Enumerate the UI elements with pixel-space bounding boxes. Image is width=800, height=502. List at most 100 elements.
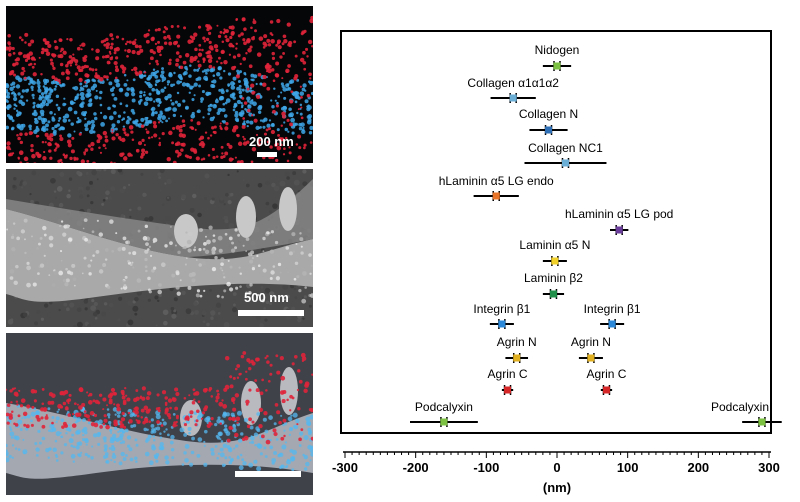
blue-localization (60, 418, 65, 423)
red-localization (97, 401, 101, 405)
blue-localization (53, 113, 56, 116)
sem-noise (259, 323, 264, 327)
red-localization (47, 400, 52, 405)
sem-noise (213, 316, 218, 321)
blue-localization (58, 116, 62, 120)
sem-texture (206, 239, 211, 245)
blue-localization (100, 111, 103, 114)
red-localization (218, 401, 224, 407)
sem-texture (15, 264, 19, 269)
sem-texture (188, 272, 194, 278)
red-localization (224, 29, 229, 34)
sem-texture (132, 251, 137, 256)
red-localization (210, 417, 214, 421)
red-localization (197, 400, 201, 404)
blue-localization (43, 81, 48, 85)
blue-localization (68, 438, 74, 444)
red-localization (220, 61, 223, 65)
red-localization (202, 57, 206, 61)
blue-localization (198, 84, 201, 88)
sem-texture (58, 270, 64, 276)
blue-localization (90, 102, 93, 105)
red-localization (51, 421, 54, 425)
blue-localization (156, 426, 161, 431)
red-localization (41, 47, 45, 51)
red-localization (171, 397, 175, 401)
blue-localization (17, 125, 21, 129)
red-localization (98, 393, 103, 397)
red-localization (99, 425, 103, 429)
red-localization (87, 418, 91, 422)
blue-localization (123, 111, 126, 114)
blue-localization (307, 431, 312, 436)
blue-localization (100, 122, 105, 127)
sem-noise (201, 310, 207, 316)
blue-localization (236, 69, 240, 73)
red-localization (113, 60, 118, 66)
red-localization (288, 151, 292, 155)
sem-texture (214, 256, 218, 260)
blue-localization (30, 419, 33, 423)
data-label: Collagen NC1 (528, 141, 603, 155)
red-localization (181, 142, 186, 147)
sem-noise (286, 176, 290, 180)
red-localization (92, 161, 96, 163)
blue-localization (45, 447, 50, 453)
red-localization (235, 17, 239, 21)
red-localization (103, 43, 107, 47)
sem-noise (31, 170, 37, 176)
red-localization (219, 122, 222, 125)
sem-noise (159, 189, 162, 192)
blue-localization (123, 82, 128, 87)
sem-noise (79, 189, 83, 193)
red-localization (270, 39, 275, 44)
red-localization (161, 390, 167, 395)
blue-localization (204, 77, 209, 81)
blue-localization (218, 88, 222, 92)
blue-localization (150, 423, 155, 428)
blue-localization (81, 87, 85, 91)
red-localization (225, 38, 230, 43)
red-localization (228, 425, 233, 430)
sem-noise (245, 183, 250, 188)
blue-localization (218, 96, 223, 101)
sem-texture (158, 283, 162, 287)
red-localization (222, 31, 226, 35)
blue-localization (292, 122, 297, 127)
sem-texture (65, 278, 70, 283)
blue-localization (152, 435, 156, 438)
red-localization (161, 132, 165, 136)
sem-texture (152, 237, 158, 243)
red-localization (76, 65, 81, 70)
red-localization (197, 60, 200, 63)
blue-localization (277, 453, 281, 457)
blue-localization (8, 116, 11, 119)
red-localization (6, 46, 9, 51)
red-localization (145, 396, 150, 401)
blue-localization (86, 120, 92, 125)
red-localization (204, 387, 208, 392)
sem-noise (262, 291, 265, 295)
sem-noise (204, 173, 210, 179)
red-localization (126, 40, 129, 44)
sem-texture (69, 271, 74, 276)
red-localization (113, 51, 117, 55)
red-localization (121, 66, 127, 72)
blue-localization (124, 92, 130, 97)
red-localization (73, 402, 77, 406)
red-localization (44, 415, 49, 420)
blue-localization (89, 129, 94, 135)
sem-noise (273, 185, 280, 192)
red-localization (283, 38, 288, 44)
red-localization (91, 68, 95, 72)
red-localization (299, 85, 302, 88)
red-localization (206, 423, 211, 428)
sem-noise (165, 215, 171, 222)
red-localization (298, 379, 303, 384)
red-localization (94, 74, 99, 79)
blue-localization (57, 108, 61, 112)
red-localization (276, 410, 281, 415)
blue-localization (191, 436, 195, 441)
red-localization (231, 396, 236, 402)
sem-texture (149, 254, 153, 257)
